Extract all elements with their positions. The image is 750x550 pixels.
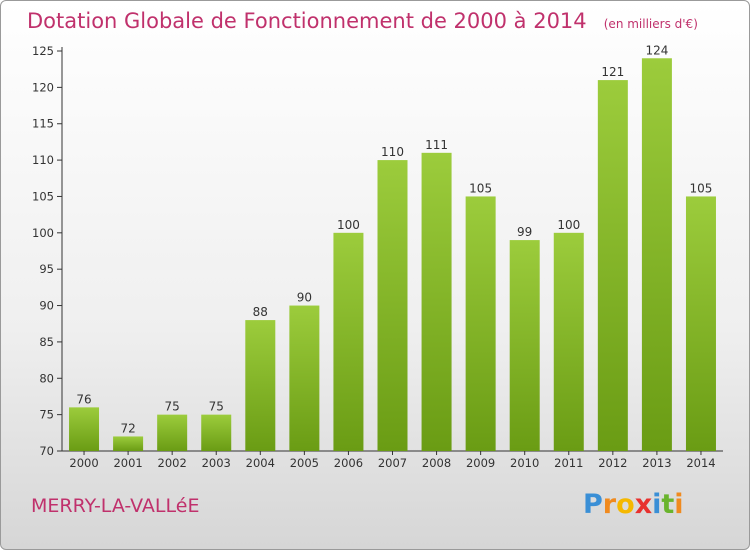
x-tick-label: 2008 bbox=[422, 456, 451, 470]
y-tick-label: 125 bbox=[32, 44, 54, 58]
bar-value-label: 105 bbox=[690, 181, 713, 195]
logo-letter: i bbox=[674, 489, 684, 520]
y-tick-label: 85 bbox=[39, 335, 54, 349]
y-tick-label: 100 bbox=[32, 226, 54, 240]
bar-value-label: 100 bbox=[337, 218, 360, 232]
x-tick-label: 2004 bbox=[246, 456, 275, 470]
y-tick-label: 115 bbox=[32, 117, 54, 131]
logo-letter: o bbox=[616, 489, 635, 520]
y-tick-label: 110 bbox=[32, 153, 54, 167]
bar-value-label: 72 bbox=[120, 421, 135, 435]
x-tick-label: 2002 bbox=[158, 456, 187, 470]
bar bbox=[245, 320, 276, 451]
chart-title: Dotation Globale de Fonctionnement de 20… bbox=[27, 9, 587, 33]
commune-name: MERRY-LA-VALLéE bbox=[31, 495, 200, 517]
bar bbox=[509, 240, 540, 451]
bar-value-label: 75 bbox=[209, 400, 224, 414]
bar bbox=[597, 80, 628, 451]
x-tick-label: 2007 bbox=[378, 456, 407, 470]
bar bbox=[421, 152, 452, 451]
y-tick-label: 70 bbox=[39, 444, 54, 458]
x-tick-label: 2003 bbox=[202, 456, 231, 470]
bar bbox=[641, 58, 672, 451]
bar-value-label: 124 bbox=[645, 43, 668, 57]
bar bbox=[289, 305, 320, 451]
x-tick-label: 2005 bbox=[290, 456, 319, 470]
x-tick-label: 2014 bbox=[686, 456, 715, 470]
bar bbox=[465, 196, 496, 451]
bar-value-label: 99 bbox=[517, 225, 532, 239]
bar-value-label: 76 bbox=[76, 392, 91, 406]
bar-value-label: 75 bbox=[165, 400, 180, 414]
x-tick-label: 2010 bbox=[510, 456, 539, 470]
x-tick-label: 2000 bbox=[69, 456, 98, 470]
y-tick-label: 120 bbox=[32, 80, 54, 94]
y-tick-label: 105 bbox=[32, 189, 54, 203]
logo-letter: i bbox=[652, 489, 662, 520]
bar-value-label: 111 bbox=[425, 138, 448, 152]
bar-value-label: 100 bbox=[557, 218, 580, 232]
bar bbox=[333, 232, 364, 451]
bar-value-label: 121 bbox=[601, 65, 624, 79]
bar bbox=[201, 414, 232, 451]
bar bbox=[157, 414, 188, 451]
y-tick-label: 80 bbox=[39, 371, 54, 385]
bar-value-label: 88 bbox=[253, 305, 268, 319]
proxiti-logo: Proxiti bbox=[583, 489, 684, 520]
logo-letter: x bbox=[634, 489, 653, 520]
logo-letter: t bbox=[661, 489, 675, 520]
logo-letter: P bbox=[583, 489, 603, 520]
x-tick-label: 2009 bbox=[466, 456, 495, 470]
bar bbox=[113, 436, 144, 451]
bar bbox=[553, 232, 584, 451]
x-tick-label: 2012 bbox=[598, 456, 627, 470]
bar bbox=[69, 407, 100, 451]
y-tick-label: 75 bbox=[39, 408, 54, 422]
bar-value-label: 90 bbox=[297, 291, 312, 305]
logo-letter: r bbox=[602, 489, 617, 520]
y-tick-label: 90 bbox=[39, 299, 54, 313]
bar bbox=[685, 196, 716, 451]
chart-unit-note: (en milliers d'€) bbox=[603, 17, 698, 31]
y-tick-label: 95 bbox=[39, 262, 54, 276]
bar-value-label: 110 bbox=[381, 145, 404, 159]
x-tick-label: 2011 bbox=[554, 456, 583, 470]
bar-value-label: 105 bbox=[469, 181, 492, 195]
x-tick-label: 2001 bbox=[113, 456, 142, 470]
x-tick-label: 2006 bbox=[334, 456, 363, 470]
bar bbox=[377, 160, 408, 451]
x-tick-label: 2013 bbox=[642, 456, 671, 470]
title-line: Dotation Globale de Fonctionnement de 20… bbox=[27, 9, 698, 33]
